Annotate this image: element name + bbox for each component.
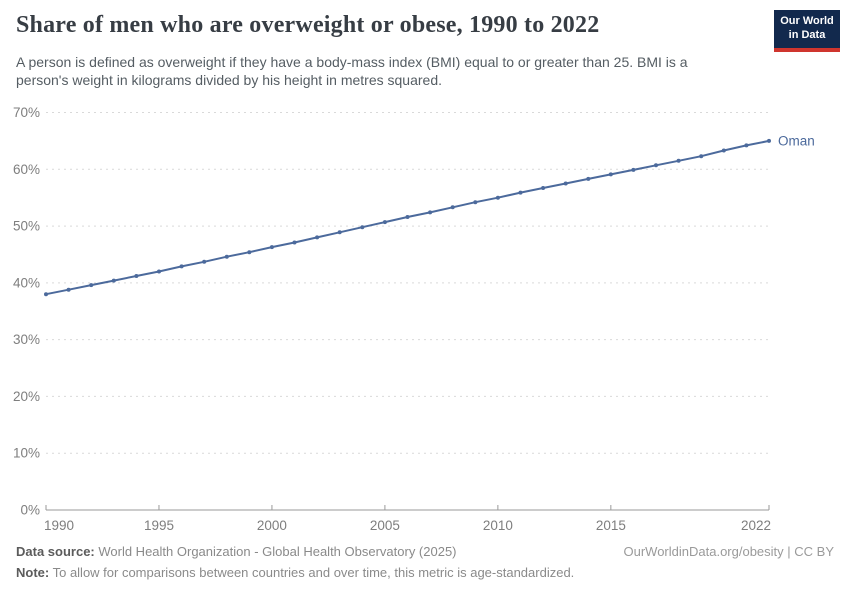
data-point[interactable]	[654, 163, 658, 168]
y-tick-label: 50%	[13, 219, 40, 234]
data-point[interactable]	[134, 274, 139, 278]
data-point[interactable]	[744, 143, 749, 148]
data-point[interactable]	[676, 158, 681, 163]
note-line: Note: To allow for comparisons between c…	[16, 565, 834, 580]
data-point[interactable]	[563, 181, 568, 186]
data-point[interactable]	[179, 264, 184, 269]
data-point[interactable]	[473, 200, 478, 205]
x-tick-label: 2000	[257, 518, 287, 533]
data-point[interactable]	[247, 250, 252, 255]
data-point[interactable]	[382, 220, 387, 225]
data-point[interactable]	[337, 230, 342, 235]
owid-logo-line2: in Data	[788, 29, 826, 41]
data-point[interactable]	[360, 225, 365, 230]
y-tick-label: 0%	[20, 503, 40, 518]
owid-logo[interactable]: Our World in Data	[774, 10, 840, 52]
data-point[interactable]	[405, 215, 410, 219]
x-tick-label: 1990	[44, 518, 74, 533]
data-point[interactable]	[428, 210, 433, 215]
data-point[interactable]	[586, 176, 591, 181]
note-label: Note:	[16, 565, 50, 580]
x-tick-label: 2022	[741, 518, 771, 533]
chart-subtitle: A person is defined as overweight if the…	[16, 54, 688, 89]
data-point[interactable]	[315, 235, 320, 240]
y-tick-label: 30%	[13, 332, 40, 347]
owid-cc-by-link[interactable]: OurWorldinData.org/obesity | CC BY	[623, 544, 835, 559]
y-tick-label: 60%	[13, 162, 40, 177]
data-source-line: Data source: World Health Organization -…	[16, 544, 457, 559]
data-point[interactable]	[202, 259, 207, 264]
y-tick-label: 40%	[13, 275, 40, 290]
data-point[interactable]	[767, 138, 771, 143]
y-tick-label: 10%	[13, 446, 40, 461]
note-text: To allow for comparisons between countri…	[49, 565, 575, 580]
data-point[interactable]	[66, 287, 71, 292]
chart-footer: Data source: World Health Organization -…	[16, 544, 834, 580]
x-tick-label: 2010	[483, 518, 513, 533]
data-source-text: World Health Organization - Global Healt…	[94, 544, 457, 559]
data-point[interactable]	[495, 195, 500, 200]
data-point[interactable]	[224, 254, 229, 259]
data-source-label: Data source:	[16, 544, 95, 559]
data-point[interactable]	[89, 283, 94, 288]
x-tick-label: 1995	[144, 518, 174, 533]
data-point[interactable]	[292, 240, 297, 245]
owid-logo-line1: Our World	[780, 15, 834, 28]
line-chart-canvas: 0% 10% 20% 30% 40% 50% 60% 70% 1990 1995 2000 2005 2…	[13, 105, 815, 533]
data-point[interactable]	[450, 205, 455, 210]
chart-title: Share of men who are overweight or obese…	[16, 12, 600, 38]
data-point[interactable]	[269, 245, 274, 250]
data-point[interactable]	[699, 154, 704, 159]
series-entity-label[interactable]: Oman	[778, 133, 815, 148]
data-point[interactable]	[541, 186, 546, 190]
y-tick-label: 70%	[13, 105, 40, 120]
x-tick-label: 2005	[370, 518, 400, 533]
data-point[interactable]	[608, 172, 613, 177]
x-tick-label: 2015	[596, 518, 626, 533]
y-tick-label: 20%	[13, 389, 40, 404]
data-point[interactable]	[157, 269, 161, 274]
data-point[interactable]	[631, 167, 636, 172]
data-point[interactable]	[44, 292, 48, 297]
data-point[interactable]	[111, 278, 116, 283]
data-point[interactable]	[721, 148, 726, 153]
data-point[interactable]	[518, 190, 523, 195]
